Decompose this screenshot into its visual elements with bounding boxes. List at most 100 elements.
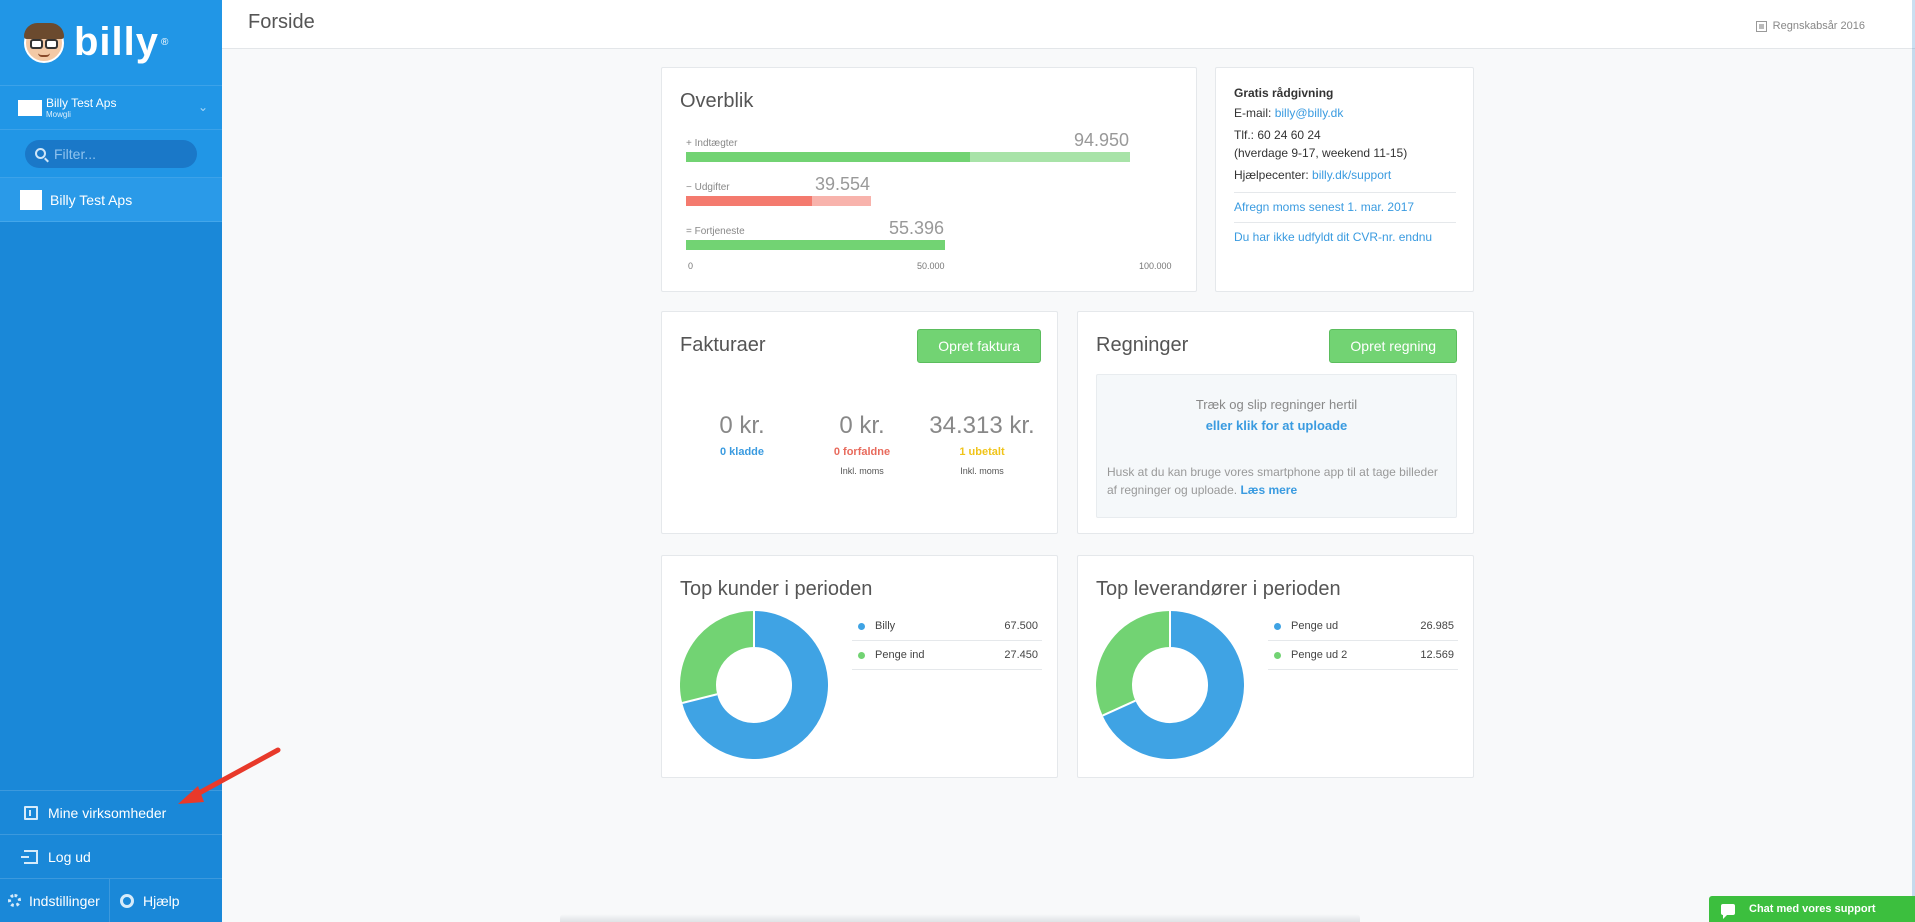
- help-center-link[interactable]: billy.dk/support: [1312, 168, 1392, 182]
- mascot-icon: [24, 22, 64, 63]
- filter-area: [0, 130, 222, 178]
- legend-dot-icon: [858, 651, 865, 659]
- overview-row-value: 94.950: [1074, 130, 1130, 150]
- top-customers-legend: Billy 67.500 Penge ind 27.450: [852, 612, 1042, 670]
- dropzone-text: Træk og slip regninger hertil: [1195, 397, 1358, 412]
- legend-item[interactable]: Billy 67.500: [852, 612, 1042, 641]
- overview-axis-tick: 0: [688, 261, 694, 271]
- top-bar: Forside Regnskabsår 2016: [222, 0, 1915, 49]
- top-customers-donut: [680, 611, 828, 759]
- invoice-status-link[interactable]: 0 forfaldne: [833, 446, 891, 458]
- page-title: Forside: [248, 11, 315, 33]
- invoice-status-link[interactable]: 0 kladde: [719, 446, 765, 458]
- settings-label: Indstillinger: [29, 892, 100, 909]
- legend-name: Penge ud 2: [1291, 649, 1348, 661]
- invoice-status-link[interactable]: 1 ubetalt: [959, 446, 1005, 458]
- create-bill-button[interactable]: Opret regning: [1329, 329, 1457, 363]
- help-button[interactable]: Hjælp: [110, 879, 180, 922]
- invoice-note: Inkl. moms: [960, 466, 1004, 476]
- divider: [1234, 192, 1456, 193]
- overview-bar: [686, 152, 1130, 162]
- vat-deadline-link[interactable]: Afregn moms senest 1. mar. 2017: [1234, 200, 1415, 214]
- legend-dot-icon: [1274, 651, 1281, 659]
- bill-dropzone[interactable]: Træk og slip regninger hertil eller klik…: [1096, 374, 1457, 518]
- app-hint: Husk at du kan bruge vores smartphone ap…: [1107, 463, 1447, 499]
- donut-slice[interactable]: [682, 611, 828, 759]
- overview-row-value: 39.554: [815, 174, 871, 194]
- company-name: Billy Test Aps: [46, 96, 117, 110]
- chevron-down-icon[interactable]: ⌄: [197, 100, 208, 114]
- support-phone: Tlf.: 60 24 60 24: [1234, 128, 1321, 142]
- top-suppliers-donut: [1096, 611, 1244, 759]
- bottom-scroll-shadow: [560, 914, 1360, 922]
- company-logo: [20, 189, 42, 210]
- invoice-stat: 0 kr. 0 kladde: [682, 412, 802, 466]
- overview-bar-segment: [812, 196, 871, 206]
- legend-item[interactable]: Penge ud 26.985: [1268, 612, 1458, 641]
- overview-bar: [686, 196, 871, 206]
- logo[interactable]: billy ®: [0, 0, 222, 86]
- company-subtitle: Mowgli: [46, 110, 71, 119]
- my-companies-button[interactable]: Mine virksomheder: [0, 790, 222, 834]
- top-suppliers-card: Top leverandører i perioden Penge ud 26.9…: [1077, 555, 1474, 778]
- invoice-stat: 34.313 kr. 1 ubetalt Inkl. moms: [922, 412, 1042, 476]
- donut-slice[interactable]: [1102, 611, 1244, 759]
- donut-separator: [1102, 699, 1136, 717]
- legend-name: Penge ind: [875, 649, 925, 661]
- logout-button[interactable]: Log ud: [0, 834, 222, 878]
- upload-link[interactable]: eller klik for at uploade: [1205, 418, 1348, 433]
- overview-card: Overblik + Indtægter 94.950 − Udgifter 39.5…: [661, 67, 1197, 292]
- legend-name: Billy: [875, 620, 896, 632]
- support-hours: (hverdage 9-17, weekend 11-15): [1234, 146, 1408, 160]
- top-customers-card: Top kunder i perioden Billy 67.500 Penge i…: [661, 555, 1058, 778]
- legend-value: 26.985: [1420, 620, 1454, 632]
- building-icon: [24, 805, 38, 820]
- overview-bar-segment: [686, 240, 945, 250]
- logout-label: Log ud: [48, 848, 91, 865]
- legend-item[interactable]: Penge ind 27.450: [852, 641, 1042, 670]
- annotation-arrow: [178, 747, 281, 804]
- donut-separator: [681, 693, 718, 704]
- divider: [1234, 222, 1456, 223]
- filter-box: [25, 139, 197, 168]
- settings-button[interactable]: Indstillinger: [0, 879, 110, 922]
- email-link[interactable]: billy@billy.dk: [1274, 106, 1344, 120]
- invoices-title: Fakturaer: [680, 334, 766, 356]
- bills-card: Regninger Opret regning Træk og slip reg…: [1077, 311, 1474, 534]
- top-customers-title: Top kunder i perioden: [680, 578, 873, 600]
- bills-title: Regninger: [1096, 334, 1189, 356]
- create-invoice-button[interactable]: Opret faktura: [917, 329, 1041, 363]
- top-suppliers-legend: Penge ud 26.985 Penge ud 2 12.569: [1268, 612, 1458, 670]
- legend-value: 67.500: [1004, 620, 1038, 632]
- overview-title: Overblik: [680, 90, 754, 112]
- legend-dot-icon: [858, 622, 865, 630]
- chat-icon: [1721, 903, 1735, 919]
- overview-bar-segment: [686, 196, 812, 206]
- calendar-icon: [1755, 20, 1767, 32]
- sidebar-item-company[interactable]: Billy Test Aps: [0, 178, 222, 222]
- invoices-card: Fakturaer Opret faktura 0 kr. 0 kladde 0 k…: [661, 311, 1058, 534]
- overview-row-value: 55.396: [889, 218, 945, 238]
- company-logo: [18, 99, 42, 116]
- cvr-missing-link[interactable]: Du har ikke udfyldt dit CVR-nr. endnu: [1234, 230, 1433, 244]
- help-center-label: Hjælpecenter:: [1234, 168, 1309, 182]
- filter-input[interactable]: [54, 145, 184, 162]
- logo-text: billy: [74, 20, 160, 64]
- app-hint-text: Husk at du kan bruge vores smartphone ap…: [1107, 465, 1438, 497]
- search-icon: [35, 148, 46, 159]
- gear-icon: [8, 894, 21, 907]
- overview-axis-tick: 50.000: [917, 261, 945, 271]
- company-switcher[interactable]: Billy Test Aps Mowgli ⌄: [0, 86, 222, 130]
- top-suppliers-title: Top leverandører i perioden: [1096, 578, 1341, 600]
- overview-bar-segment: [686, 152, 970, 162]
- donut-slice[interactable]: [1096, 611, 1171, 716]
- sidebar-item-label: Billy Test Aps: [50, 191, 133, 208]
- invoice-stat: 0 kr. 0 forfaldne Inkl. moms: [802, 412, 922, 476]
- read-more-link[interactable]: Læs mere: [1240, 483, 1298, 497]
- logout-icon: [21, 849, 38, 864]
- donut-slice[interactable]: [680, 611, 755, 703]
- fiscal-year-selector[interactable]: Regnskabsår 2016: [1755, 20, 1865, 32]
- legend-item[interactable]: Penge ud 2 12.569: [1268, 641, 1458, 670]
- support-chat-button[interactable]: Chat med vores support: [1709, 896, 1915, 922]
- help-label: Hjælp: [143, 892, 180, 909]
